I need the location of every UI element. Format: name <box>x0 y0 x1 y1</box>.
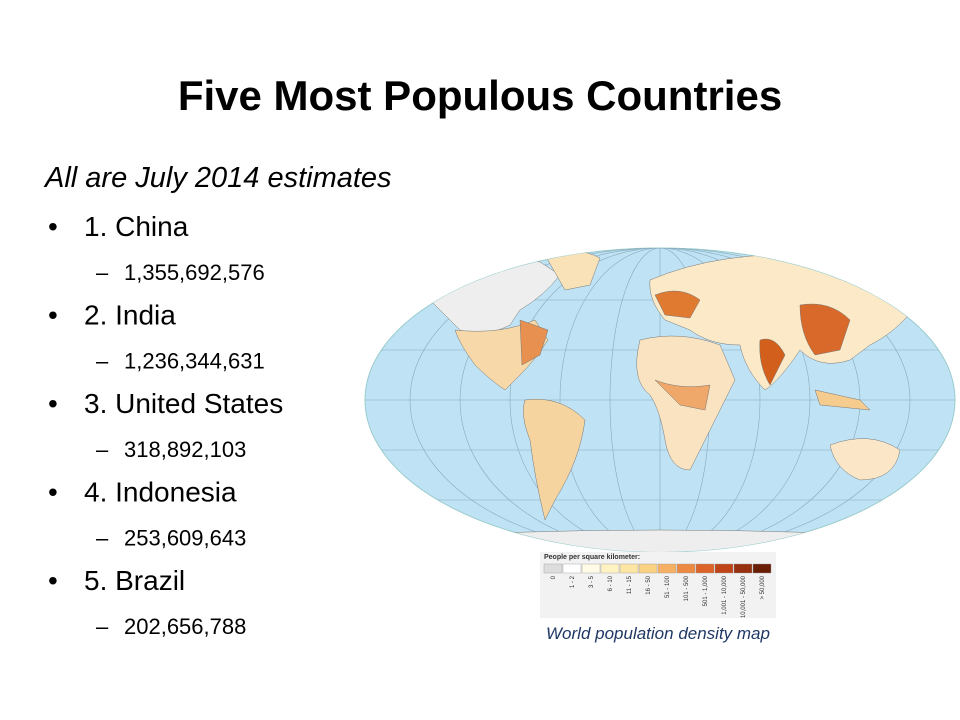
legend-swatch <box>638 563 658 574</box>
bullet-list: • 1. China– 1,355,692,576• 2. India– 1,236,3… <box>48 211 283 639</box>
item-label: 1. China <box>84 211 189 242</box>
legend-swatches: 0 1 - 2 3 - 5 6 - 10 11 - 15 16 - 50 51 - 100 1… <box>543 563 772 618</box>
legend-swatch <box>752 563 772 574</box>
legend-swatch <box>600 563 620 574</box>
legend-swatch <box>619 563 639 574</box>
legend-swatch <box>733 563 753 574</box>
item-label: 4. Indonesia <box>84 477 237 508</box>
legend-swatch <box>543 563 563 574</box>
legend-swatch <box>562 563 582 574</box>
world-map <box>364 247 956 553</box>
slide-title: Five Most Populous Countries <box>178 72 782 119</box>
legend-title: People per square kilometer: <box>544 554 640 561</box>
bullet: • <box>48 477 58 508</box>
item-label: 2. India <box>84 300 176 331</box>
legend-swatch <box>657 563 677 574</box>
map-caption: World population density map <box>546 624 770 643</box>
bullet: • <box>48 211 58 242</box>
subtitle: All are July 2014 estimates <box>43 162 392 194</box>
legend-label: 10,001 - 50,000 <box>741 575 747 618</box>
legend-label: 11 - 15 <box>627 575 633 594</box>
item-label: 5. Brazil <box>84 565 185 596</box>
bullet: • <box>48 300 58 331</box>
dash: – <box>96 614 109 639</box>
legend-label: 51 - 100 <box>665 575 671 598</box>
legend-label: > 50,000 <box>760 575 766 599</box>
legend-label: 101 - 500 <box>684 575 690 601</box>
dash: – <box>96 260 109 285</box>
legend-swatch <box>581 563 601 574</box>
legend-swatch <box>676 563 696 574</box>
dash: – <box>96 437 109 462</box>
legend-swatch <box>714 563 734 574</box>
bullet: • <box>48 388 58 419</box>
legend-swatch <box>695 563 715 574</box>
legend-label: 1 - 2 <box>570 575 576 588</box>
dash: – <box>96 349 109 374</box>
legend-label: 16 - 50 <box>646 575 652 594</box>
dash: – <box>96 526 109 551</box>
legend-label: 3 - 5 <box>589 575 595 588</box>
item-value: 1,355,692,576 <box>124 260 265 285</box>
item-value: 1,236,344,631 <box>124 349 265 374</box>
map-legend: People per square kilometer: 0 1 - 2 3 - 5… <box>540 552 776 618</box>
item-value: 202,656,788 <box>124 614 246 639</box>
bullet: • <box>48 565 58 596</box>
legend-label: 1,001 - 10,000 <box>722 575 728 614</box>
legend-label: 6 - 10 <box>608 575 614 591</box>
item-label: 3. United States <box>84 388 283 419</box>
legend-label: 0 <box>551 575 557 579</box>
legend-label: 501 - 1,000 <box>703 575 709 606</box>
item-value: 253,609,643 <box>124 526 246 551</box>
item-value: 318,892,103 <box>124 437 246 462</box>
legend-box <box>540 552 776 618</box>
